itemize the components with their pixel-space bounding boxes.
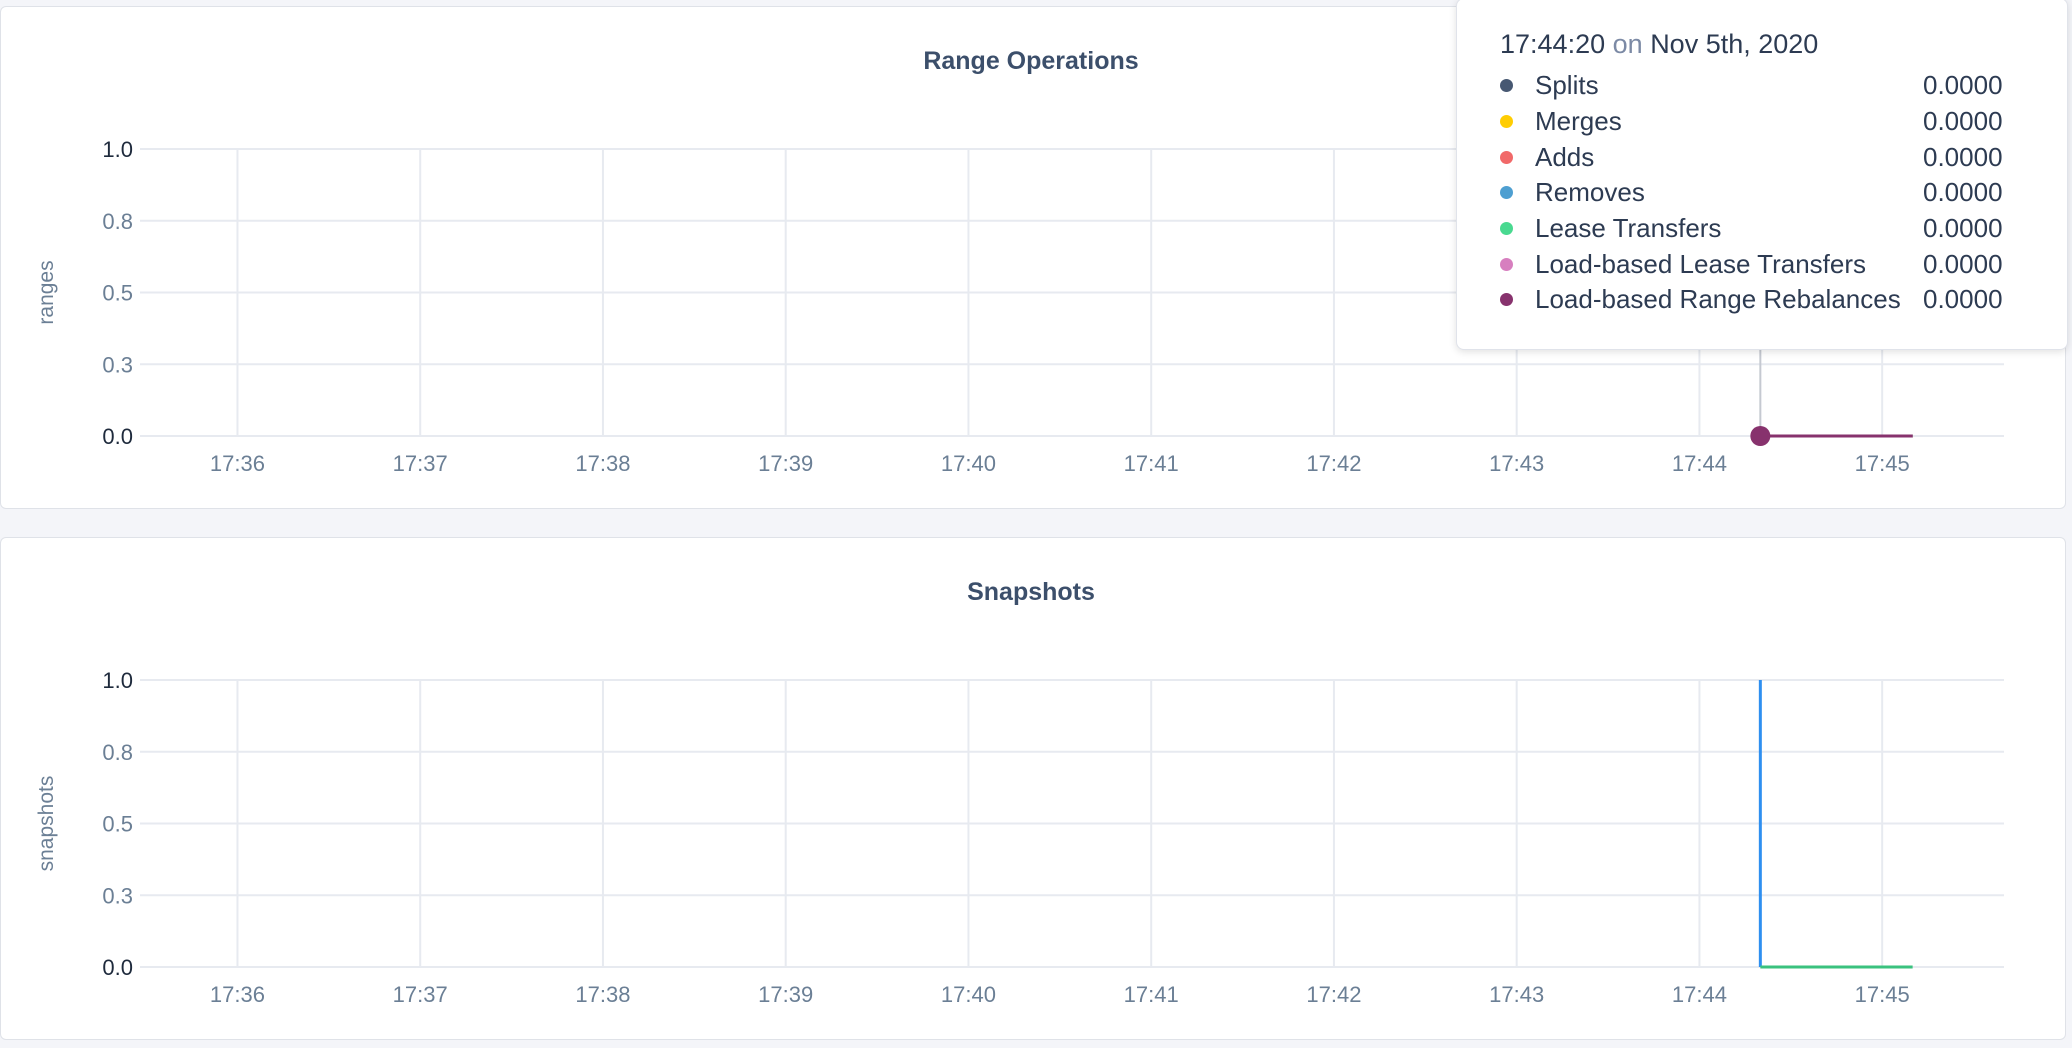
tooltip-row: Splits 0.0000 (1500, 68, 2067, 104)
legend-dot-icon (1500, 257, 1513, 271)
x-tick-label: 17:41 (1124, 982, 1179, 1007)
tooltip-row: Adds 0.0000 (1500, 139, 2067, 175)
tooltip-date: Nov 5th, 2020 (1650, 29, 1819, 59)
x-tick-label: 17:37 (393, 982, 448, 1007)
tooltip-row: Removes 0.0000 (1500, 175, 2067, 211)
series-value: 0.0000 (1923, 141, 2003, 172)
x-tick-label: 17:44 (1672, 982, 1727, 1007)
tooltip-row: Merges 0.0000 (1500, 104, 2067, 140)
x-tick-label: 17:42 (1306, 982, 1361, 1007)
y-tick-label: 0.5 (102, 281, 133, 306)
legend-dot-icon (1500, 79, 1513, 93)
series-value: 0.0000 (1923, 70, 2003, 101)
x-tick-label: 17:40 (941, 982, 996, 1007)
x-tick-label: 17:43 (1489, 451, 1544, 476)
y-tick-label: 0.3 (102, 352, 133, 377)
legend-dot-icon (1500, 150, 1513, 164)
x-tick-label: 17:42 (1306, 451, 1361, 476)
x-tick-label: 17:36 (210, 982, 265, 1007)
legend-dot-icon (1500, 115, 1513, 129)
series-name: Lease Transfers (1535, 213, 1722, 244)
series-value: 0.0000 (1923, 248, 2003, 279)
x-tick-label: 17:38 (575, 982, 630, 1007)
x-tick-label: 17:39 (758, 451, 813, 476)
series-name: Merges (1535, 106, 1622, 137)
tooltip-header: 17:44:20 on Nov 5th, 2020 (1500, 29, 2067, 60)
legend-dot-icon (1500, 293, 1513, 307)
y-tick-label: 1.0 (102, 137, 133, 162)
tooltip-row: Load-based Lease Transfers 0.0000 (1500, 246, 2067, 282)
chart-title: Range Operations (923, 47, 1139, 75)
y-tick-label: 0.3 (102, 883, 133, 908)
y-tick-label: 0.5 (102, 812, 133, 837)
tooltip-row: Load-based Range Rebalances 0.0000 (1500, 282, 2067, 318)
x-tick-label: 17:38 (575, 451, 630, 476)
series-value: 0.0000 (1923, 106, 2003, 137)
series-name: Load-based Lease Transfers (1535, 248, 1866, 279)
x-tick-label: 17:43 (1489, 982, 1544, 1007)
snapshots-panel: Snapshots 0.0 0.3 0.5 0.8 1.0 17:36 17:37 17:38… (0, 537, 2066, 1040)
x-tick-label: 17:45 (1855, 451, 1910, 476)
x-tick-label: 17:41 (1124, 451, 1179, 476)
y-axis-label: ranges (35, 260, 58, 324)
x-tick-label: 17:37 (393, 451, 448, 476)
x-tick-label: 17:36 (210, 451, 265, 476)
series-value: 0.0000 (1923, 284, 2003, 315)
y-tick-label: 0.8 (102, 740, 133, 765)
y-axis-label: snapshots (35, 776, 58, 872)
tooltip-row: Lease Transfers 0.0000 (1500, 211, 2067, 247)
series-value: 0.0000 (1923, 213, 2003, 244)
legend-dot-icon (1500, 222, 1513, 236)
x-tick-label: 17:39 (758, 982, 813, 1007)
y-tick-label: 0.8 (102, 209, 133, 234)
tooltip-on: on (1612, 29, 1643, 59)
y-tick-label: 0.0 (102, 955, 133, 980)
tooltip-time: 17:44:20 (1500, 29, 1606, 59)
series-name: Removes (1535, 177, 1645, 208)
series-name: Adds (1535, 141, 1595, 172)
series-name: Load-based Range Rebalances (1535, 284, 1901, 315)
x-tick-label: 17:44 (1672, 451, 1727, 476)
hover-tooltip: 17:44:20 on Nov 5th, 2020 Splits 0.0000 Me… (1456, 0, 2068, 350)
legend-dot-icon (1500, 186, 1513, 200)
y-tick-label: 0.0 (102, 424, 133, 449)
y-tick-label: 1.0 (102, 668, 133, 693)
snapshots-chart[interactable]: 0.0 0.3 0.5 0.8 1.0 17:36 17:37 17:38 17:39 17:40… (1, 538, 2067, 1041)
x-tick-label: 17:45 (1855, 982, 1910, 1007)
series-name: Splits (1535, 70, 1599, 101)
hover-point (1750, 426, 1771, 446)
x-tick-label: 17:40 (941, 451, 996, 476)
chart-title: Snapshots (967, 578, 1095, 606)
series-value: 0.0000 (1923, 177, 2003, 208)
